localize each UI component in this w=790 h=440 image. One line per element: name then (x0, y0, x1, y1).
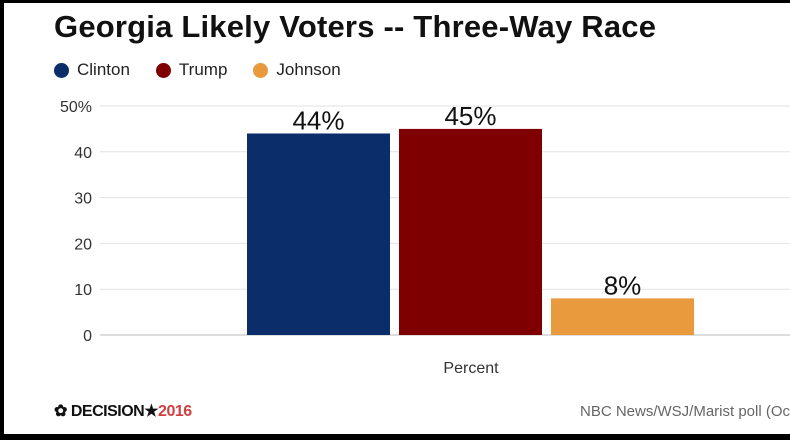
legend: Clinton Trump Johnson (54, 60, 341, 80)
y-tick-label: 30 (74, 191, 92, 208)
y-tick-label: 40 (74, 145, 92, 162)
legend-label: Trump (178, 60, 228, 79)
data-label: 8% (604, 270, 642, 300)
chart-title: Georgia Likely Voters -- Three-Way Race (54, 9, 657, 44)
chart-frame: Georgia Likely Voters -- Three-Way Race … (4, 3, 790, 434)
star-icon: ★ (144, 403, 159, 420)
bar-trump (399, 128, 542, 335)
source-note: NBC News/WSJ/Marist poll (Oct 3 (580, 403, 790, 420)
data-label: 45% (444, 101, 496, 131)
logo-text: DECISION (70, 403, 145, 420)
legend-dot (54, 62, 69, 78)
x-axis-category-label: Percent (443, 360, 499, 377)
bar-clinton (247, 133, 390, 335)
legend-item-johnson: Johnson (253, 60, 341, 80)
legend-label: Johnson (276, 60, 341, 79)
peacock-icon: ✿ (54, 403, 67, 420)
nbc-decision-2016-logo: ✿ DECISION★2016 (54, 401, 192, 421)
legend-dot (155, 62, 171, 78)
legend-label: Clinton (77, 60, 130, 79)
legend-item-trump: Trump (155, 60, 228, 80)
logo-year: 2016 (158, 403, 192, 420)
bar-johnson (551, 298, 694, 335)
y-tick-label: 50% (60, 99, 92, 116)
legend-item-clinton: Clinton (54, 60, 130, 80)
bar-chart: 0 10 20 30 40 50% 44% 45% 8% Percent (60, 99, 790, 377)
y-tick-label: 10 (74, 282, 92, 299)
data-label: 44% (292, 105, 344, 135)
y-tick-label: 0 (83, 328, 92, 345)
y-tick-label: 20 (74, 236, 92, 253)
legend-dot (253, 62, 269, 78)
